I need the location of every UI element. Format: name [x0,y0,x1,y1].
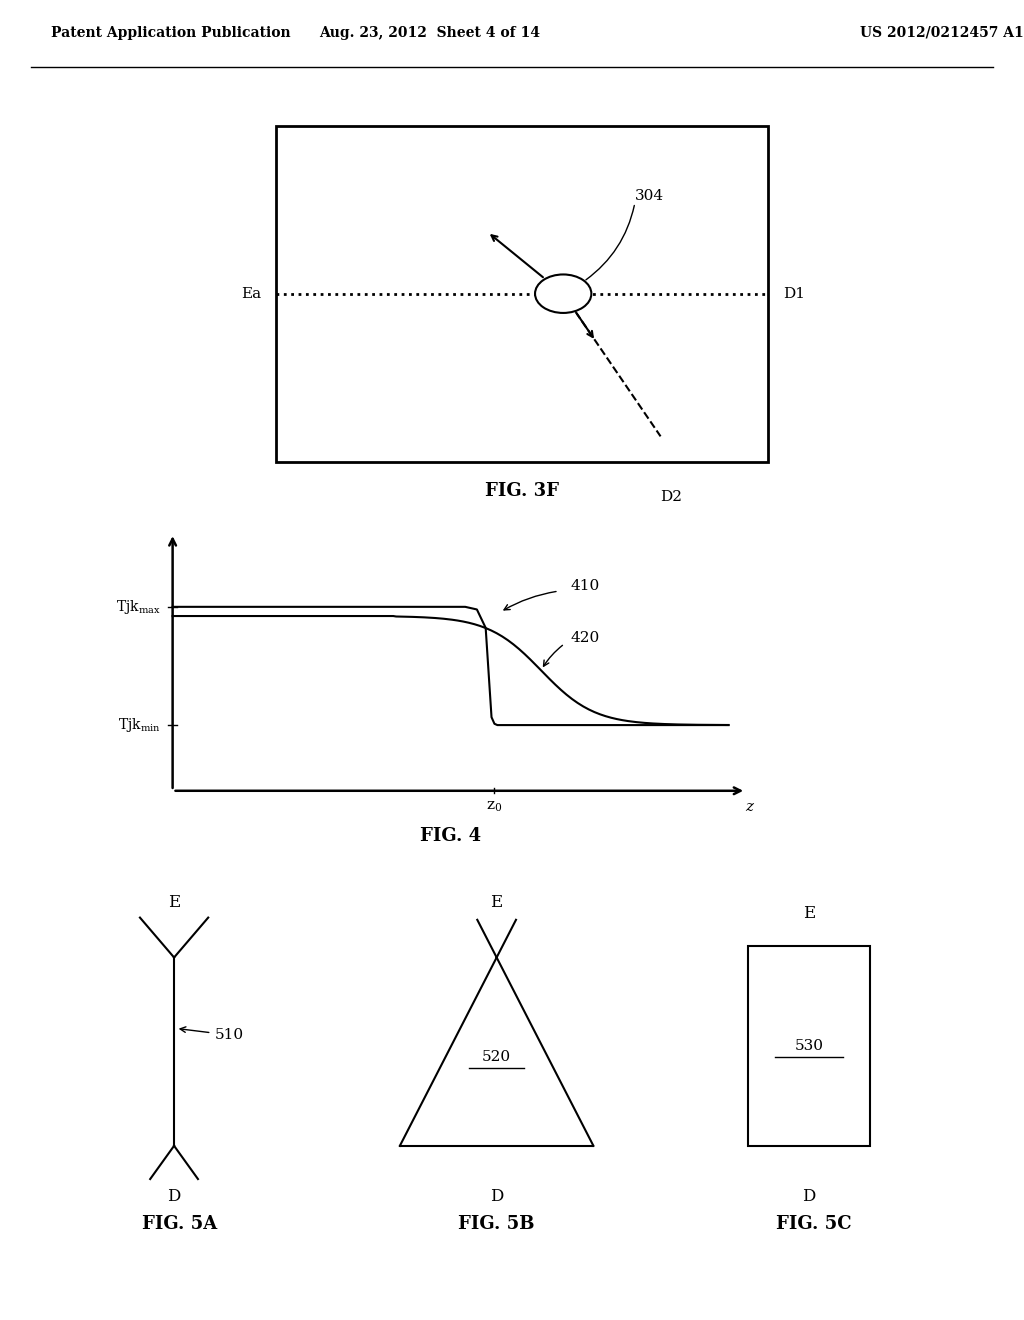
Text: FIG. 4: FIG. 4 [420,826,481,845]
Text: 410: 410 [570,578,600,593]
Text: $\mathregular{z_0}$: $\mathregular{z_0}$ [486,800,503,814]
Text: D: D [802,1188,816,1205]
Text: FIG. 3F: FIG. 3F [485,482,559,500]
Text: FIG. 5B: FIG. 5B [459,1214,535,1233]
Text: Patent Application Publication: Patent Application Publication [51,25,291,40]
Text: 520: 520 [482,1051,511,1064]
Text: FIG. 5A: FIG. 5A [141,1214,217,1233]
Text: E: E [803,904,815,921]
Text: Aug. 23, 2012  Sheet 4 of 14: Aug. 23, 2012 Sheet 4 of 14 [319,25,541,40]
Text: 510: 510 [215,1028,244,1041]
Text: z: z [745,800,753,814]
Text: US 2012/0212457 A1: US 2012/0212457 A1 [860,25,1024,40]
Text: D2: D2 [659,490,682,504]
Text: E: E [168,894,180,911]
Text: $\mathregular{Tjk_{min}}$: $\mathregular{Tjk_{min}}$ [119,715,161,734]
Text: Ea: Ea [241,286,261,301]
Text: D: D [167,1188,181,1205]
Circle shape [535,275,592,313]
Text: D1: D1 [783,286,805,301]
Text: $\mathregular{Tjk_{max}}$: $\mathregular{Tjk_{max}}$ [117,598,161,616]
Text: E: E [490,894,503,911]
Bar [748,946,870,1146]
Text: 420: 420 [570,631,600,645]
Text: 304: 304 [635,189,664,203]
Text: FIG. 5C: FIG. 5C [776,1214,852,1233]
Text: D: D [489,1188,504,1205]
Text: 530: 530 [795,1039,823,1053]
